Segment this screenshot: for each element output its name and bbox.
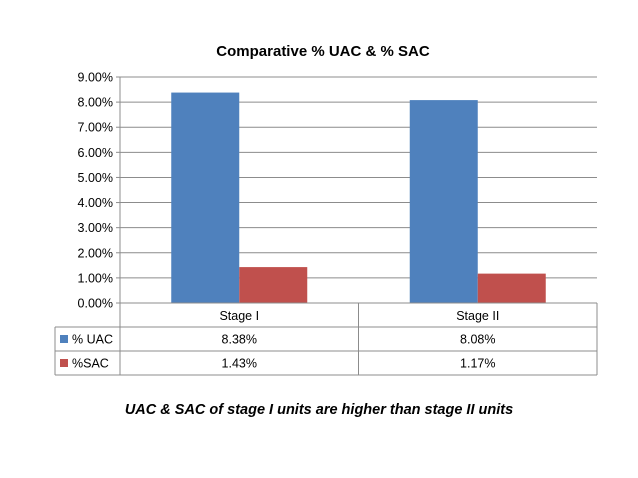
data-table: Stage I Stage II % UAC 8.38% 8.08% %SAC 1.43% 1… [54, 302, 598, 376]
y-tick-label: 3.00% [78, 221, 113, 235]
bar-sac-stage-2 [477, 273, 546, 303]
y-tick-label: 8.00% [78, 96, 113, 110]
bar-sac-stage-1 [239, 267, 308, 303]
y-tick-label: 6.00% [78, 146, 113, 160]
y-tick-label: 5.00% [78, 171, 113, 185]
data-label-uac-stage-1: 8.38% [222, 333, 257, 347]
legend-label-sac: %SAC [72, 357, 109, 371]
bar-uac-stage-2 [409, 100, 478, 303]
data-label-sac-stage-1: 1.43% [222, 357, 257, 371]
y-tick-label: 0.00% [78, 297, 113, 311]
legend-swatch-uac [60, 335, 68, 343]
bars [171, 92, 546, 304]
x-tick-label: Stage I [219, 309, 259, 323]
legend-label-uac: % UAC [72, 333, 113, 347]
slide-caption: UAC & SAC of stage I units are higher th… [124, 402, 514, 418]
legend-swatch-sac [60, 359, 68, 367]
bar-chart: Comparative % UAC & % SAC 0.00% 1.00% 2.00… [54, 43, 598, 376]
chart-title: Comparative % UAC & % SAC [216, 43, 430, 60]
data-label-uac-stage-2: 8.08% [460, 333, 495, 347]
y-axis: 0.00% 1.00% 2.00% 3.00% 4.00% 5.00% 6.00% 7.00%… [78, 71, 121, 311]
y-tick-label: 2.00% [78, 246, 113, 260]
bar-uac-stage-1 [171, 92, 240, 304]
y-tick-label: 1.00% [78, 271, 113, 285]
y-tick-label: 9.00% [78, 71, 113, 85]
y-tick-label: 4.00% [78, 196, 113, 210]
y-tick-label: 7.00% [78, 121, 113, 135]
x-tick-label: Stage II [456, 309, 499, 323]
data-label-sac-stage-2: 1.17% [460, 357, 495, 371]
